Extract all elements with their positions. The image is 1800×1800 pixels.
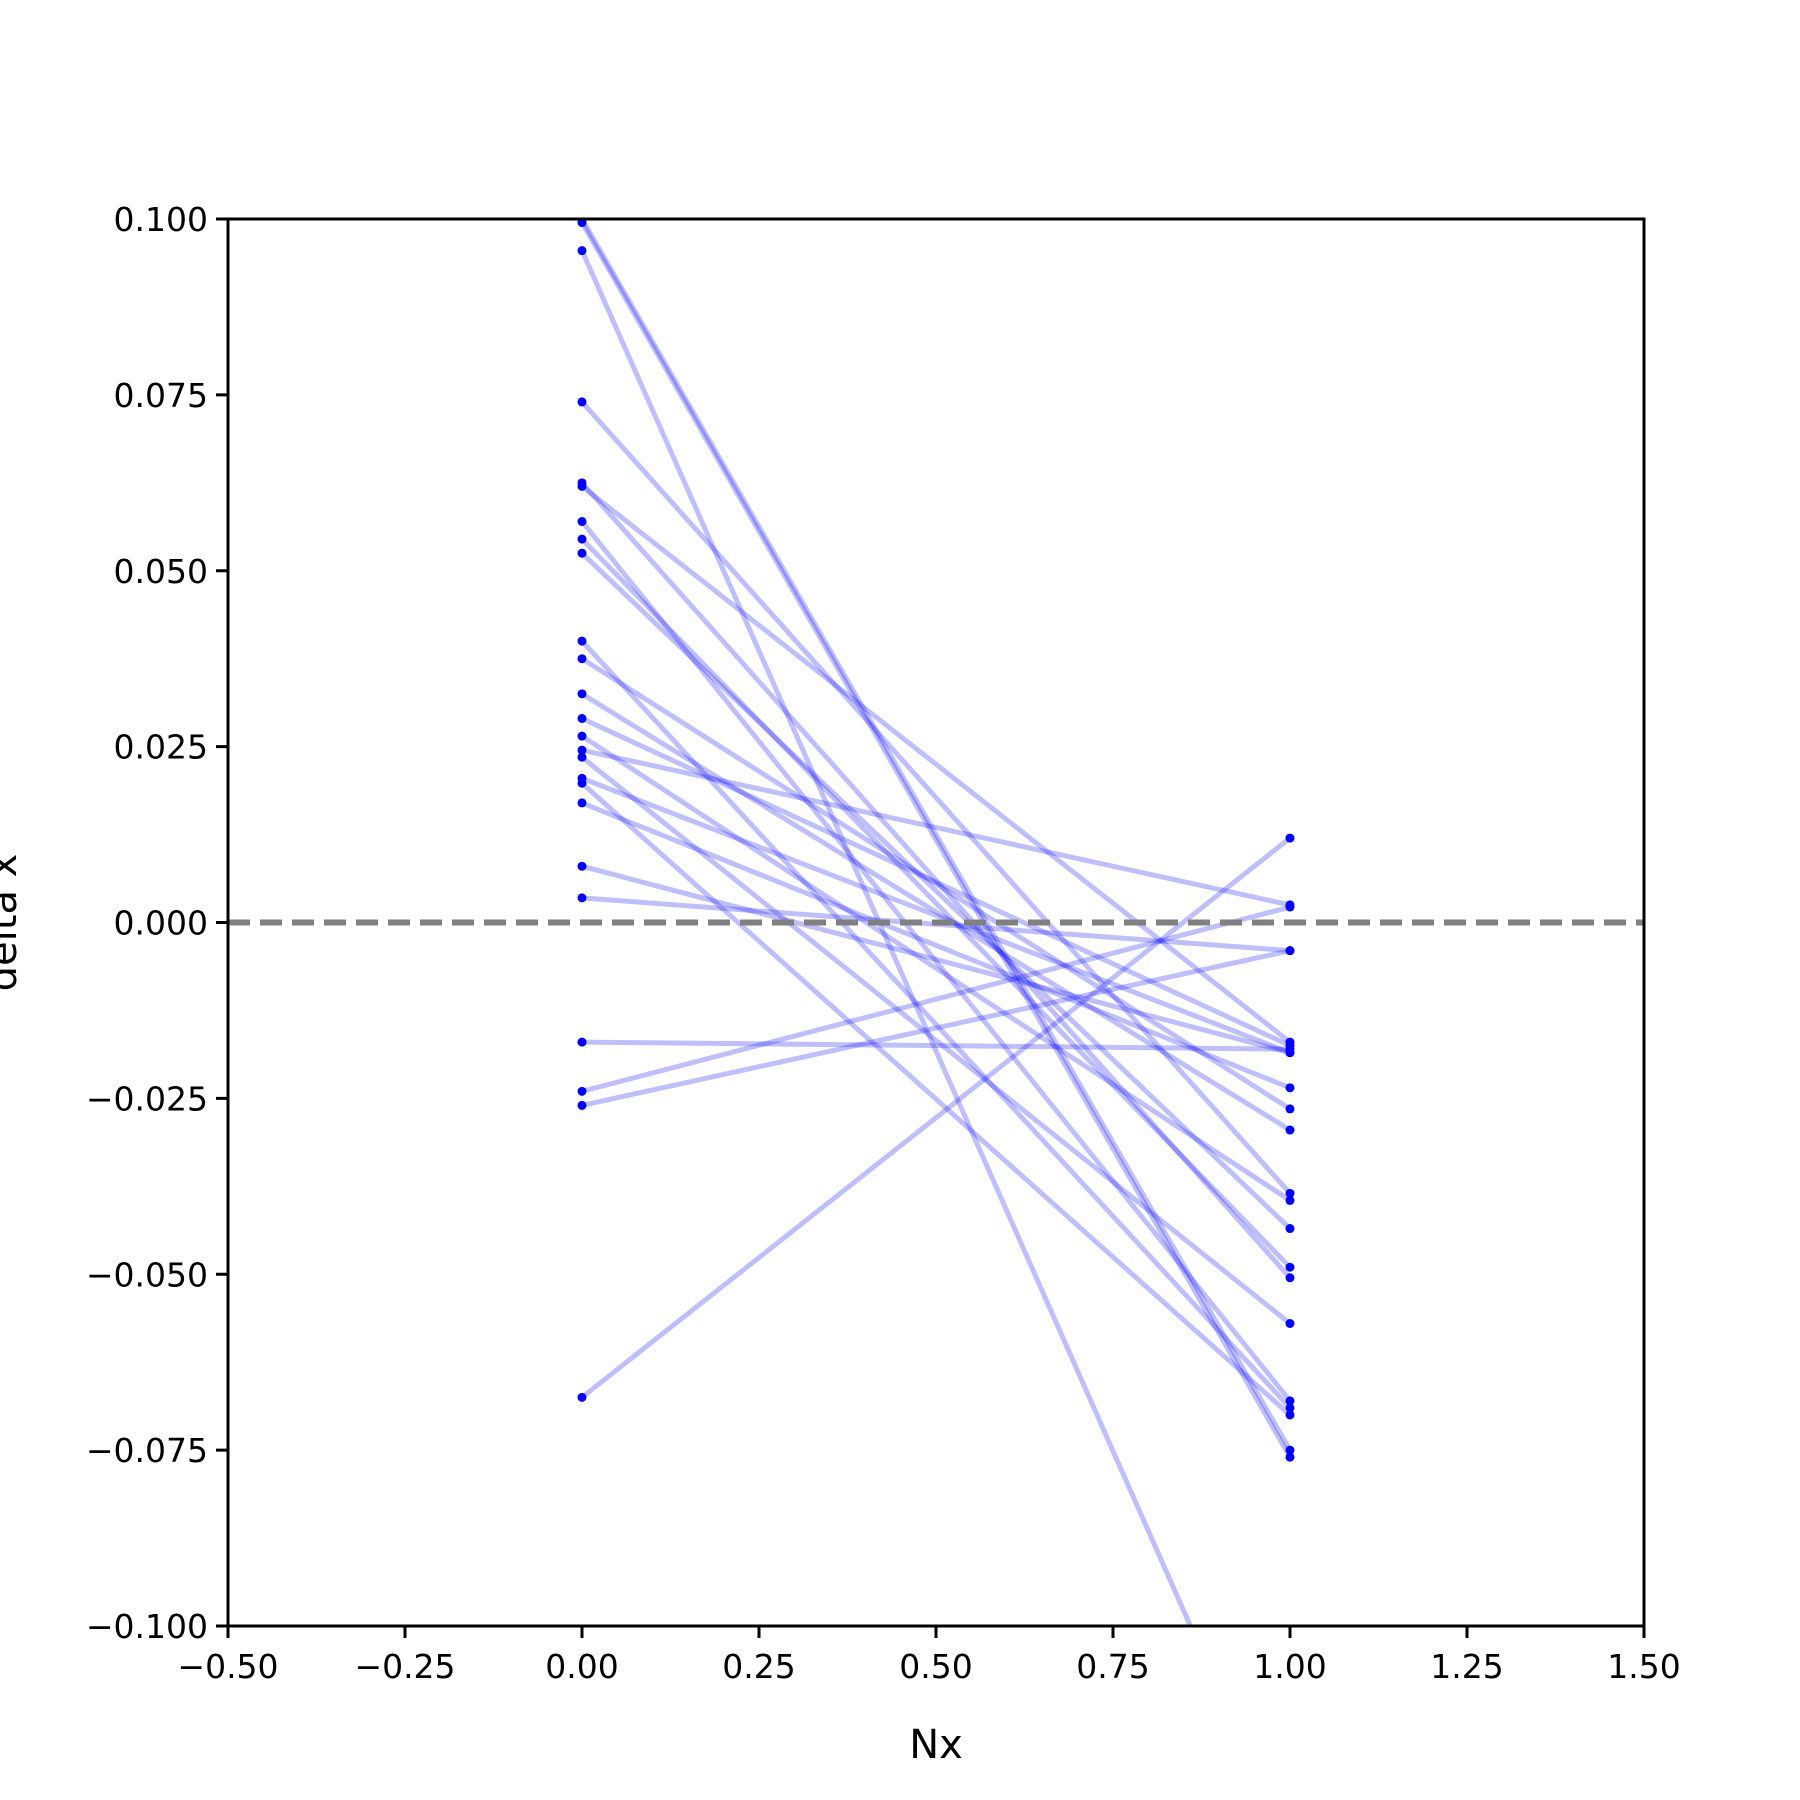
data-point-4-end	[1285, 1188, 1295, 1198]
data-point-5-end	[1285, 1273, 1295, 1283]
x-tick-label: 0.25	[722, 1647, 795, 1686]
series-line-19	[581, 800, 1291, 1091]
data-point-11-start	[577, 654, 587, 664]
series-line-23	[581, 904, 1291, 1094]
series-points	[577, 219, 1295, 1462]
data-point-25-end	[1285, 833, 1295, 843]
y-tick-label: 0.025	[114, 728, 208, 767]
x-tick-label: 0.75	[1076, 1647, 1149, 1686]
y-axis-ticks: 0.100 0.075 0.050 0.025 0.000 −0.025 −0.050 −0.…	[86, 200, 228, 1646]
series-line-12	[580, 691, 1292, 1133]
x-axis-ticks: −0.50 −0.25 0.00 0.25 0.50 0.75 1.00 1.25 1.50	[177, 1626, 1681, 1686]
data-point-9-start	[577, 548, 587, 558]
y-tick-label: 0.050	[114, 552, 208, 591]
data-point-7-start	[577, 517, 587, 527]
series-line-17	[581, 775, 1291, 1055]
data-point-6-start	[577, 481, 587, 491]
y-tick-label: −0.075	[86, 1431, 208, 1470]
data-point-16-start	[577, 752, 587, 762]
data-point-8-end	[1285, 1262, 1295, 1272]
data-point-15-start	[577, 745, 587, 755]
data-point-3-start	[577, 246, 587, 256]
data-point-23-start	[577, 1086, 587, 1096]
series-line-9	[580, 551, 1292, 1231]
data-point-9-end	[1285, 1224, 1295, 1234]
data-point-8-start	[577, 534, 587, 544]
series-line-20	[581, 863, 1291, 1056]
data-point-11-end	[1285, 1104, 1295, 1114]
data-point-22-start	[577, 1037, 587, 1047]
series-line-14	[580, 733, 1292, 1203]
data-point-12-start	[577, 689, 587, 699]
x-tick-label: 1.00	[1253, 1647, 1326, 1686]
series-line-8	[580, 537, 1292, 1269]
series-line-25	[580, 836, 1292, 1400]
y-tick-label: −0.100	[86, 1607, 208, 1646]
data-point-2-start	[577, 219, 587, 228]
series-line-1	[579, 219, 1293, 1452]
y-tick-label: −0.025	[86, 1079, 208, 1118]
data-point-24-end	[1285, 946, 1295, 956]
data-point-18-start	[577, 778, 587, 788]
series-line-22	[581, 1039, 1291, 1052]
series-line-10	[580, 639, 1292, 1410]
data-point-20-start	[577, 861, 587, 871]
data-point-18-end	[1285, 1410, 1295, 1420]
series-line-4	[580, 400, 1292, 1196]
data-point-10-end	[1285, 1403, 1295, 1413]
series-line-3	[579, 249, 1194, 1626]
data-point-4-start	[577, 397, 587, 407]
data-point-19-start	[577, 798, 587, 808]
data-point-23-end	[1285, 902, 1295, 912]
data-point-25-start	[577, 1392, 587, 1402]
y-tick-label: 0.000	[114, 904, 208, 943]
x-axis-label: Nx	[909, 1722, 963, 1768]
x-tick-label: 1.25	[1430, 1647, 1503, 1686]
data-point-14-start	[577, 731, 587, 741]
data-point-7-end	[1285, 1396, 1295, 1406]
data-point-2-end	[1285, 1452, 1295, 1462]
series-line-2	[579, 221, 1293, 1459]
x-tick-label: −0.25	[354, 1647, 455, 1686]
data-point-13-start	[577, 713, 587, 723]
y-tick-label: 0.075	[114, 376, 208, 415]
data-point-12-end	[1285, 1125, 1295, 1135]
series-line-7	[580, 519, 1292, 1403]
series-lines	[579, 219, 1293, 1626]
series-line-24	[581, 948, 1291, 1108]
x-tick-label: 1.50	[1607, 1647, 1680, 1686]
x-tick-label: 0.00	[545, 1647, 618, 1686]
data-point-19-end	[1285, 1083, 1295, 1093]
series-line-16	[580, 755, 1292, 1326]
series-line-5	[580, 481, 1292, 1280]
series-line-15	[581, 747, 1291, 908]
data-point-1-end	[1285, 1445, 1295, 1455]
series-line-18	[580, 781, 1292, 1417]
y-axis-label: delta x	[0, 854, 26, 992]
data-point-24-start	[577, 1100, 587, 1110]
x-tick-label: 0.50	[899, 1647, 972, 1686]
y-tick-label: 0.100	[114, 200, 208, 239]
series-line-11	[580, 656, 1292, 1112]
data-point-16-end	[1285, 1318, 1295, 1328]
y-tick-label: −0.050	[86, 1255, 208, 1294]
data-point-14-end	[1285, 1195, 1295, 1205]
x-tick-label: −0.50	[177, 1647, 278, 1686]
series-line-13	[580, 716, 1292, 1048]
data-point-21-start	[577, 893, 587, 903]
series-line-6	[580, 484, 1292, 1045]
data-point-22-end	[1285, 1044, 1295, 1054]
data-point-10-start	[577, 636, 587, 646]
